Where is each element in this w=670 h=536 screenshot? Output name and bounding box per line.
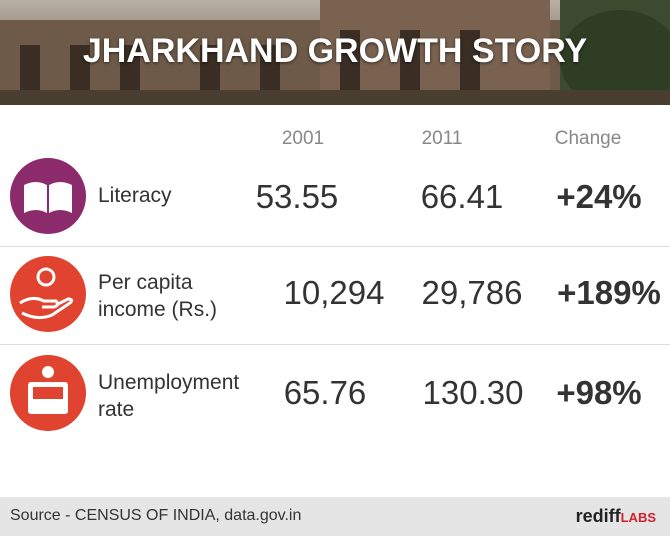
change: +189%	[557, 274, 661, 311]
brand-name: rediff	[575, 506, 621, 526]
row-label: Per capita income (Rs.)	[98, 271, 218, 321]
row-label: Literacy	[98, 184, 172, 207]
value-2011: 29,786	[421, 274, 523, 311]
change: +24%	[556, 178, 642, 215]
source: Source - CENSUS OF INDIA, data.gov.in	[10, 507, 302, 524]
separator	[0, 246, 670, 247]
value-2011: 130.30	[422, 374, 524, 411]
column-header: 2011	[421, 128, 463, 149]
change: +98%	[556, 374, 642, 411]
unemployment-icon	[10, 355, 86, 431]
literacy-icon	[10, 158, 86, 234]
footer	[0, 497, 670, 536]
income-icon	[10, 256, 86, 332]
column-header: 2001	[281, 128, 325, 149]
value-2011: 66.41	[420, 178, 504, 215]
title: JHARKHAND GROWTH STORY	[82, 32, 588, 70]
brand: rediffLABS	[576, 506, 656, 527]
value-2001: 65.76	[283, 374, 367, 411]
value-2001: 10,294	[283, 274, 385, 311]
separator	[0, 344, 670, 345]
value-2001: 53.55	[255, 178, 339, 215]
row-label: Unemployment rate	[98, 371, 240, 421]
column-header: Change	[554, 128, 622, 149]
header-image	[0, 0, 670, 105]
brand-suffix: LABS	[620, 510, 656, 525]
